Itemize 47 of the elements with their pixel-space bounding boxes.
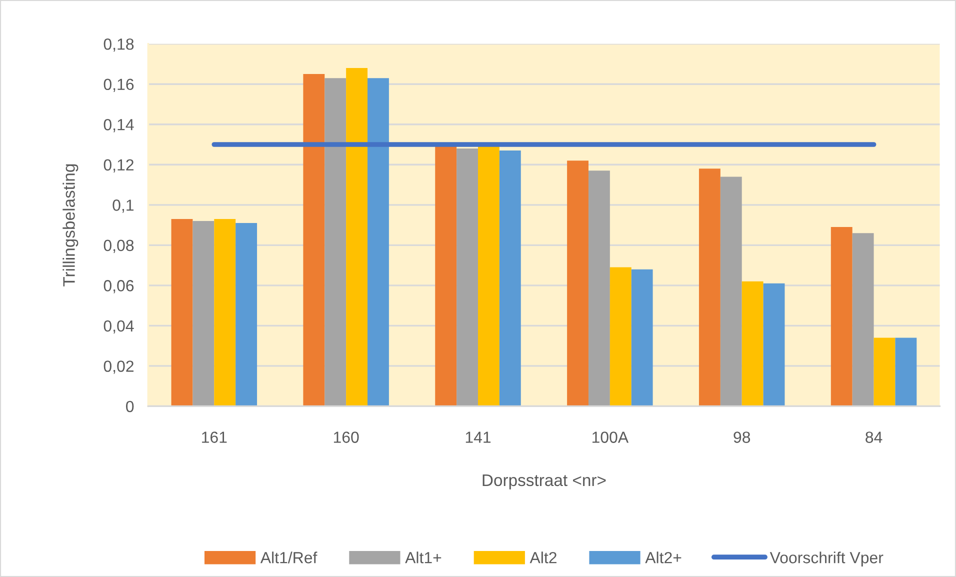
bar [895, 338, 917, 406]
bar [610, 267, 632, 406]
bar [631, 269, 653, 406]
x-tick-label: 160 [334, 432, 359, 443]
y-tick-label: 0,08 [104, 240, 134, 253]
y-tick-label: 0,18 [104, 38, 134, 52]
x-tick-label: 161 [202, 432, 227, 443]
y-tick-label: 0 [126, 400, 134, 412]
bar [478, 146, 500, 406]
bar [368, 78, 389, 406]
bar [324, 78, 346, 406]
x-axis-title: Dorpsstraat <nr> [482, 474, 606, 490]
bar [346, 68, 368, 406]
bar [236, 223, 258, 406]
legend-label: Alt1/Ref [260, 552, 318, 564]
y-axis-title: Trillingsbelasting [62, 164, 78, 286]
bar [171, 218, 193, 406]
y-tick-label: 0,04 [104, 320, 134, 334]
bar [588, 170, 610, 406]
bar [456, 148, 478, 406]
y-tick-label: 0,16 [104, 78, 134, 92]
bar [763, 283, 785, 406]
legend-label: Alt2+ [645, 552, 682, 564]
legend-label: Voorschrift Vper [770, 552, 884, 566]
legend-label: Alt1+ [405, 552, 442, 564]
x-tick-label: 100A [592, 432, 629, 443]
x-tick-label: 84 [866, 432, 882, 443]
bar [192, 221, 214, 406]
x-tick-label: 141 [466, 432, 491, 443]
y-tick-label: 0,14 [104, 119, 134, 132]
bar [720, 176, 742, 406]
y-tick-label: 0,02 [104, 360, 134, 374]
legend-label: Alt2 [530, 552, 556, 564]
x-tick-label: 98 [734, 432, 750, 443]
bar [742, 281, 764, 406]
bar [698, 168, 720, 406]
y-tick-label: 0,12 [104, 159, 134, 172]
bar [830, 227, 852, 406]
bar [435, 146, 457, 406]
bar [567, 160, 588, 406]
bar [874, 338, 896, 406]
y-tick-label: 0,1 [112, 200, 134, 213]
bar [852, 233, 874, 406]
bar [303, 74, 325, 406]
bar [214, 218, 236, 406]
y-tick-label: 0,06 [104, 280, 134, 294]
bar [499, 150, 521, 406]
